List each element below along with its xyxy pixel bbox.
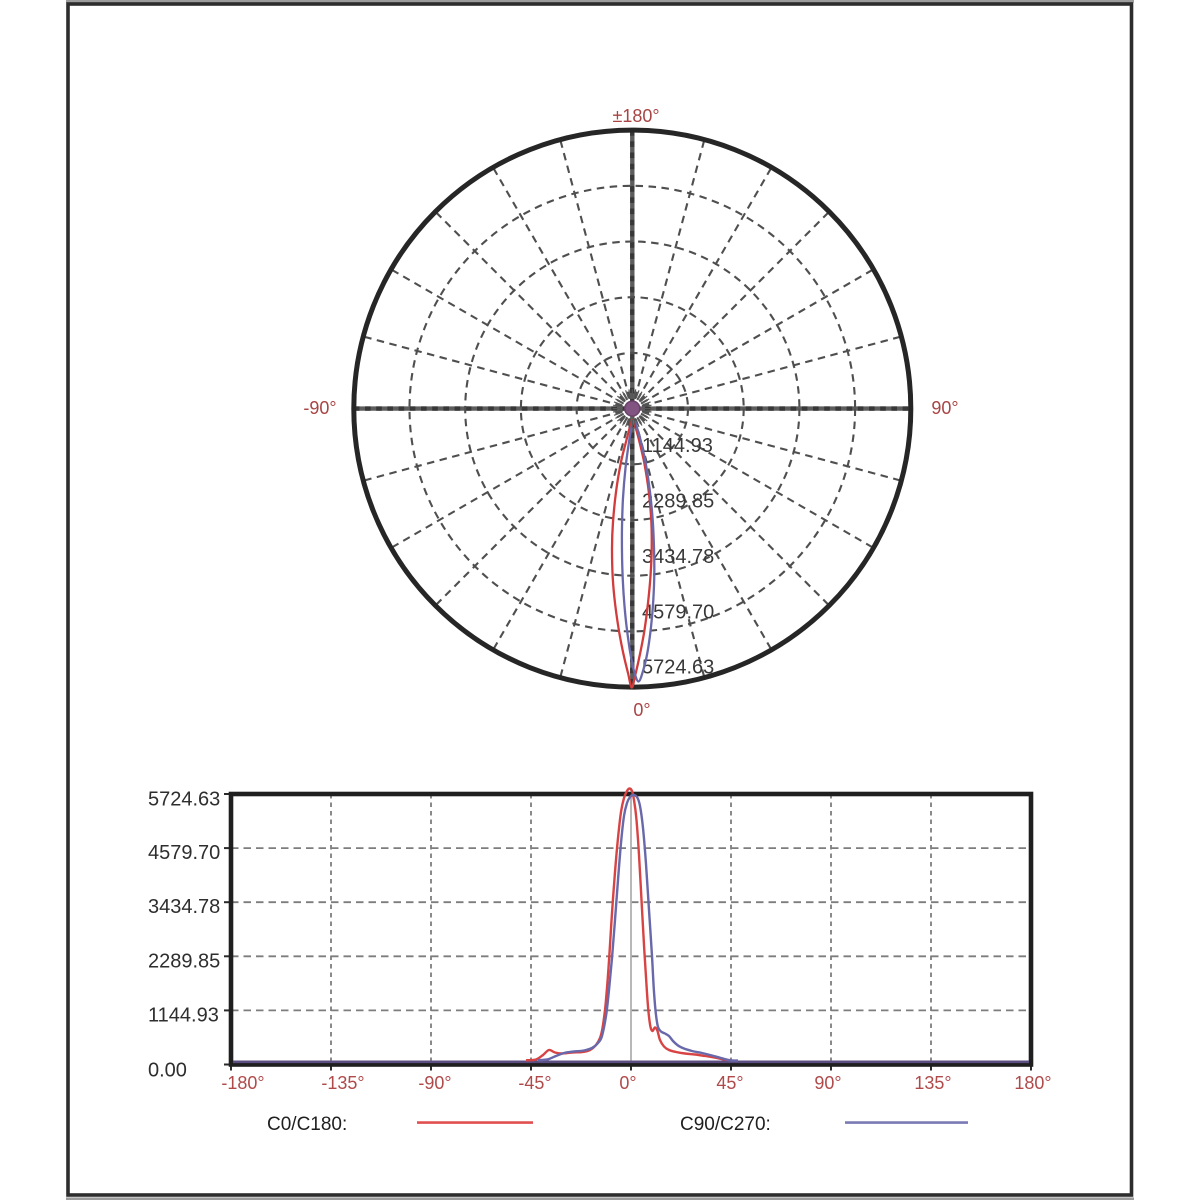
svg-text:90°: 90° bbox=[931, 398, 958, 418]
svg-text:4579.70: 4579.70 bbox=[148, 842, 220, 864]
svg-text:0°: 0° bbox=[633, 700, 650, 720]
svg-text:45°: 45° bbox=[716, 1073, 743, 1093]
svg-text:±180°: ±180° bbox=[612, 106, 659, 126]
svg-text:3434.78: 3434.78 bbox=[148, 896, 220, 918]
svg-text:5724.63: 5724.63 bbox=[642, 657, 714, 679]
svg-text:180°: 180° bbox=[1014, 1073, 1051, 1093]
svg-text:-180°: -180° bbox=[221, 1073, 264, 1093]
svg-text:1144.93: 1144.93 bbox=[148, 1004, 219, 1026]
svg-text:90°: 90° bbox=[814, 1073, 841, 1093]
svg-text:0.00: 0.00 bbox=[148, 1060, 187, 1082]
svg-text:2289.85: 2289.85 bbox=[642, 491, 714, 513]
svg-text:0°: 0° bbox=[619, 1073, 636, 1093]
svg-text:1144.93: 1144.93 bbox=[642, 435, 713, 457]
svg-text:C90/C270:: C90/C270: bbox=[680, 1114, 771, 1135]
svg-text:-90°: -90° bbox=[303, 398, 336, 418]
svg-text:5724.63: 5724.63 bbox=[148, 789, 220, 811]
svg-text:C0/C180:: C0/C180: bbox=[267, 1114, 347, 1135]
svg-text:135°: 135° bbox=[914, 1073, 951, 1093]
svg-text:-90°: -90° bbox=[418, 1073, 451, 1093]
svg-text:4579.70: 4579.70 bbox=[642, 602, 714, 624]
svg-text:2289.85: 2289.85 bbox=[148, 950, 220, 972]
svg-text:-135°: -135° bbox=[321, 1073, 364, 1093]
svg-text:3434.78: 3434.78 bbox=[642, 546, 714, 568]
svg-text:-45°: -45° bbox=[518, 1073, 551, 1093]
